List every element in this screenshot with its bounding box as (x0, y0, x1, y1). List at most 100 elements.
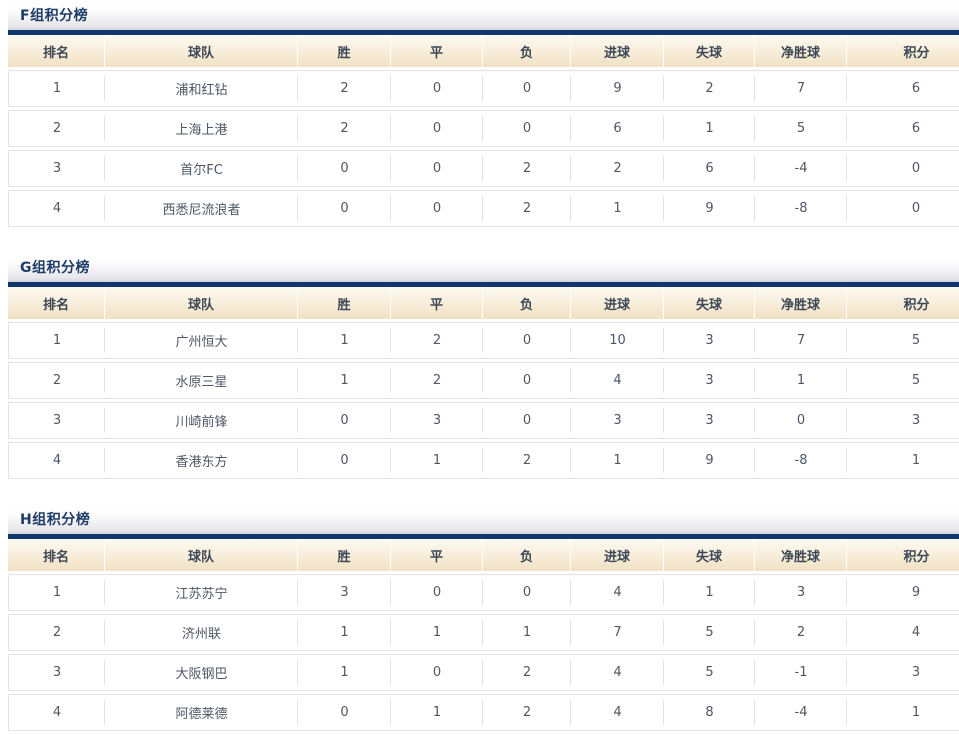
points-cell: 3 (847, 654, 959, 691)
wins-cell: 0 (298, 402, 391, 439)
table-row: 3 川崎前锋 0 3 0 3 3 0 3 (8, 402, 959, 439)
col-header-team: 球队 (105, 35, 298, 67)
goal-diff-cell: 0 (755, 402, 847, 439)
col-header-team: 球队 (105, 287, 298, 319)
wins-cell: 1 (298, 322, 391, 359)
goals-for-cell: 6 (571, 110, 664, 147)
table-row: 2 上海上港 2 0 0 6 1 5 6 (8, 110, 959, 147)
draws-cell: 0 (391, 654, 483, 691)
points-cell: 5 (847, 362, 959, 399)
goals-for-cell: 10 (571, 322, 664, 359)
goals-against-cell: 3 (664, 362, 755, 399)
points-cell: 1 (847, 694, 959, 731)
team-cell: 广州恒大 (105, 322, 298, 359)
losses-cell: 2 (483, 442, 571, 479)
header-row: 排名 球队胜平负进球 失球 净胜球 积分 (8, 539, 959, 571)
points-cell: 6 (847, 70, 959, 107)
col-header-goal-diff: 净胜球 (755, 35, 847, 67)
draws-cell: 1 (391, 694, 483, 731)
group-title-bar: G组积分榜 (8, 252, 959, 282)
header-row: 排名 球队胜平负进球 失球 净胜球 积分 (8, 35, 959, 67)
table-row: 4 阿德莱德 0 1 2 4 8 -4 1 (8, 694, 959, 731)
draws-cell: 0 (391, 70, 483, 107)
points-cell: 9 (847, 574, 959, 611)
rank-cell: 3 (8, 150, 105, 187)
losses-cell: 0 (483, 402, 571, 439)
team-cell: 江苏苏宁 (105, 574, 298, 611)
col-header-losses: 负 (483, 287, 571, 319)
goals-for-cell: 7 (571, 614, 664, 651)
goals-against-cell: 3 (664, 402, 755, 439)
wins-cell: 0 (298, 442, 391, 479)
col-header-points: 积分 (847, 539, 959, 571)
col-header-wins: 胜 (298, 35, 391, 67)
rank-cell: 3 (8, 402, 105, 439)
table-row: 4 香港东方 0 1 2 1 9 -8 1 (8, 442, 959, 479)
col-header-rank: 排名 (8, 35, 105, 67)
wins-cell: 2 (298, 70, 391, 107)
standings-table: 排名 球队胜平负进球 失球 净胜球 积分 1 江苏苏宁 3 0 0 4 1 3 9 2 济州联 1 1 1 7 5 2 4… (8, 536, 959, 734)
group-section: F组积分榜 排名 球队胜平负进球 失球 净胜球 积分 1 浦和红钻 2 0 0 9 2 7 6 2 上海上港… (8, 0, 959, 230)
goals-for-cell: 1 (571, 190, 664, 227)
draws-cell: 0 (391, 150, 483, 187)
col-header-goals-against: 失球 (664, 35, 755, 67)
wins-cell: 0 (298, 150, 391, 187)
draws-cell: 1 (391, 614, 483, 651)
team-cell: 济州联 (105, 614, 298, 651)
goal-diff-cell: -8 (755, 442, 847, 479)
col-header-points: 积分 (847, 287, 959, 319)
losses-cell: 0 (483, 110, 571, 147)
goal-diff-cell: -8 (755, 190, 847, 227)
draws-cell: 0 (391, 574, 483, 611)
losses-cell: 2 (483, 150, 571, 187)
group-title-bar: F组积分榜 (8, 0, 959, 30)
col-header-losses: 负 (483, 35, 571, 67)
losses-cell: 2 (483, 190, 571, 227)
table-row: 2 水原三星 1 2 0 4 3 1 5 (8, 362, 959, 399)
points-cell: 3 (847, 402, 959, 439)
points-cell: 6 (847, 110, 959, 147)
goals-for-cell: 2 (571, 150, 664, 187)
draws-cell: 3 (391, 402, 483, 439)
goals-for-cell: 4 (571, 694, 664, 731)
table-row: 1 江苏苏宁 3 0 0 4 1 3 9 (8, 574, 959, 611)
col-header-points: 积分 (847, 35, 959, 67)
goals-for-cell: 4 (571, 574, 664, 611)
points-cell: 1 (847, 442, 959, 479)
team-cell: 西悉尼流浪者 (105, 190, 298, 227)
draws-cell: 0 (391, 110, 483, 147)
rank-cell: 1 (8, 322, 105, 359)
wins-cell: 2 (298, 110, 391, 147)
losses-cell: 0 (483, 574, 571, 611)
rank-cell: 4 (8, 442, 105, 479)
col-header-goals-for: 进球 (571, 539, 664, 571)
table-row: 4 西悉尼流浪者 0 0 2 1 9 -8 0 (8, 190, 959, 227)
group-title: G组积分榜 (20, 260, 90, 276)
accent-bar (8, 282, 959, 287)
goals-for-cell: 9 (571, 70, 664, 107)
draws-cell: 2 (391, 322, 483, 359)
goal-diff-cell: 1 (755, 362, 847, 399)
goal-diff-cell: -4 (755, 694, 847, 731)
table-row: 1 广州恒大 1 2 0 10 3 7 5 (8, 322, 959, 359)
col-header-draws: 平 (391, 539, 483, 571)
points-cell: 4 (847, 614, 959, 651)
col-header-rank: 排名 (8, 287, 105, 319)
draws-cell: 0 (391, 190, 483, 227)
col-header-goal-diff: 净胜球 (755, 539, 847, 571)
goals-against-cell: 9 (664, 190, 755, 227)
losses-cell: 0 (483, 322, 571, 359)
wins-cell: 3 (298, 574, 391, 611)
standings-table: 排名 球队胜平负进球 失球 净胜球 积分 1 广州恒大 1 2 0 10 3 7 5 2 水原三星 1 2 0 4 3… (8, 284, 959, 482)
col-header-goal-diff: 净胜球 (755, 287, 847, 319)
col-header-wins: 胜 (298, 287, 391, 319)
standings-table: 排名 球队胜平负进球 失球 净胜球 积分 1 浦和红钻 2 0 0 9 2 7 6 2 上海上港 2 0 0 6 1 5… (8, 32, 959, 230)
goals-against-cell: 8 (664, 694, 755, 731)
draws-cell: 2 (391, 362, 483, 399)
col-header-draws: 平 (391, 35, 483, 67)
rank-cell: 4 (8, 190, 105, 227)
table-row: 3 首尔FC 0 0 2 2 6 -4 0 (8, 150, 959, 187)
wins-cell: 1 (298, 654, 391, 691)
goal-diff-cell: 5 (755, 110, 847, 147)
points-cell: 5 (847, 322, 959, 359)
